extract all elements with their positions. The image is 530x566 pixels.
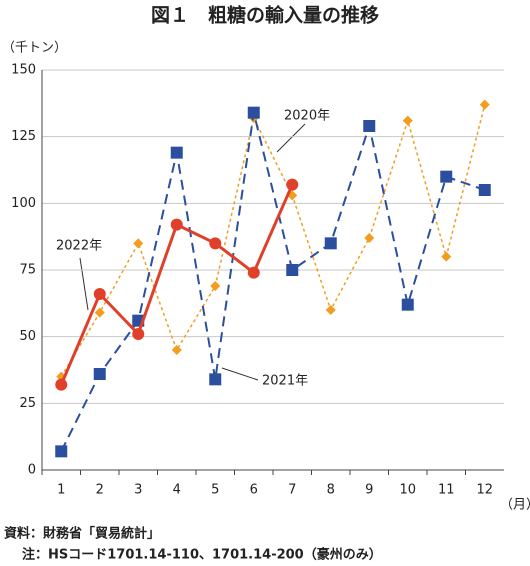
x-tick-label: 5 (211, 483, 219, 498)
leader-line (221, 367, 259, 381)
marker (132, 328, 145, 340)
marker (286, 264, 299, 276)
annotation: 2022年 (56, 239, 102, 254)
annotation: 2020年 (284, 109, 330, 124)
leader-line (79, 257, 89, 311)
marker (93, 368, 106, 380)
marker (170, 146, 183, 159)
x-tick-label: 1 (57, 483, 65, 498)
y-tick-label: 125 (11, 129, 36, 144)
y-tick-label: 150 (11, 63, 36, 78)
marker (247, 106, 260, 119)
marker (286, 178, 299, 191)
marker (209, 237, 222, 250)
footnote: 注：HSコード1701.14-110、1701.14-200（豪州のみ） (22, 547, 382, 563)
marker (171, 345, 182, 355)
marker (440, 170, 453, 183)
marker (478, 184, 491, 196)
y-tick-label: 100 (11, 196, 36, 211)
x-tick-label: 3 (134, 483, 142, 498)
leader-line (276, 123, 306, 153)
marker (209, 373, 222, 386)
marker (94, 307, 105, 318)
chart-title: 図１ 粗糖の輸入量の推移 (151, 4, 379, 27)
annotation: 2021年 (262, 374, 308, 389)
x-tick-label: 8 (327, 483, 335, 498)
y-unit: （千トン） (2, 41, 67, 56)
x-tick-label: 12 (476, 483, 493, 498)
marker (247, 266, 260, 279)
marker (479, 99, 490, 110)
x-tick-label: 2 (96, 483, 104, 498)
marker (441, 251, 452, 262)
x-tick-label: 9 (365, 483, 373, 498)
x-tick-label: 10 (399, 483, 416, 498)
series-line (60, 104, 486, 378)
y-tick-label: 75 (19, 263, 36, 278)
marker (133, 238, 144, 249)
y-tick-label: 0 (28, 463, 36, 478)
marker (93, 288, 106, 300)
x-tick-label: 4 (173, 483, 181, 498)
marker (364, 233, 375, 243)
marker (55, 445, 68, 458)
marker (324, 237, 337, 250)
x-unit: （月） (500, 498, 530, 513)
x-tick-label: 7 (288, 483, 296, 498)
marker (170, 218, 183, 231)
x-tick-label: 11 (438, 483, 455, 498)
marker (55, 378, 68, 391)
marker (402, 115, 413, 126)
y-tick-label: 50 (19, 329, 36, 344)
y-tick-label: 25 (19, 396, 36, 411)
marker (210, 281, 221, 291)
marker (325, 305, 336, 315)
marker (401, 298, 414, 311)
x-tick-label: 6 (250, 483, 258, 498)
marker (363, 120, 376, 132)
source-note: 資料：財務省「貿易統計」 (4, 526, 160, 542)
series-line (60, 112, 486, 452)
